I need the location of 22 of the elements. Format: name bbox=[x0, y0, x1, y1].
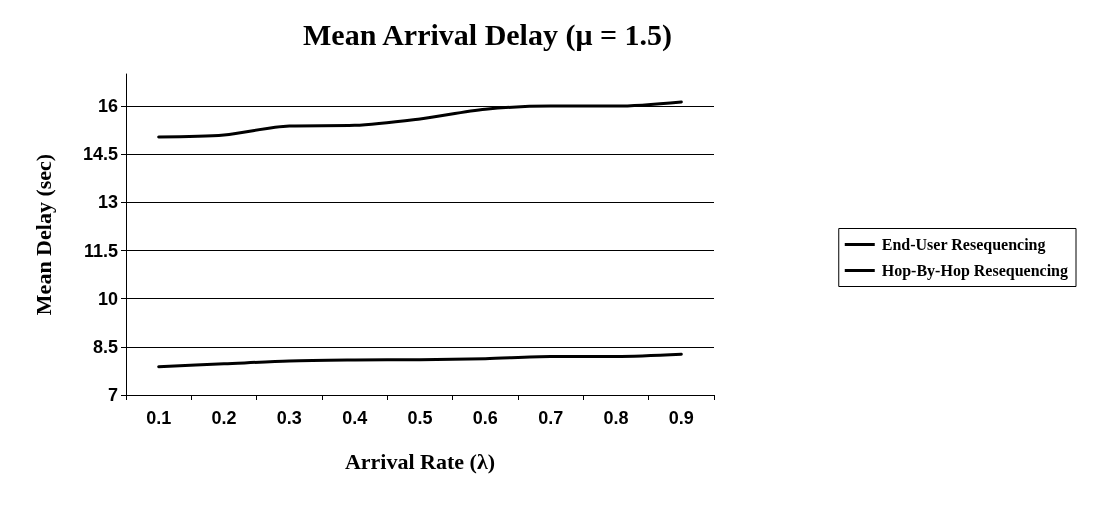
y-tick-label: 13 bbox=[97, 192, 118, 213]
y-tick-label: 10 bbox=[97, 288, 118, 309]
y-tick-label: 8.5 bbox=[92, 336, 118, 357]
y-axis-title: Mean Delay (sec) bbox=[30, 153, 56, 316]
y-tick-label: 7 bbox=[107, 385, 118, 405]
y-tick-label: 16 bbox=[97, 96, 118, 117]
x-tick-label: 0.4 bbox=[342, 408, 368, 428]
y-tick-label: 11.5 bbox=[83, 240, 118, 261]
x-axis-title: Arrival Rate (λ) bbox=[344, 448, 496, 474]
x-tick-label: 0.1 bbox=[146, 408, 172, 428]
x-tick-label: 0.7 bbox=[538, 408, 564, 428]
x-tick-label: 0.3 bbox=[276, 408, 302, 428]
x-tick-label: 0.6 bbox=[472, 408, 498, 428]
legend-label: Hop-By-Hop Resequencing bbox=[881, 262, 1069, 280]
x-tick-label: 0.9 bbox=[668, 408, 694, 428]
x-tick-label: 0.8 bbox=[603, 408, 629, 428]
legend-label: End-User Resequencing bbox=[881, 236, 1046, 254]
chart-title: Mean Arrival Delay (μ = 1.5) bbox=[303, 17, 673, 52]
line-series bbox=[157, 352, 683, 369]
x-tick-label: 0.5 bbox=[407, 408, 433, 428]
x-tick-label: 0.2 bbox=[211, 408, 237, 428]
y-tick-label: 14.5 bbox=[82, 144, 118, 165]
